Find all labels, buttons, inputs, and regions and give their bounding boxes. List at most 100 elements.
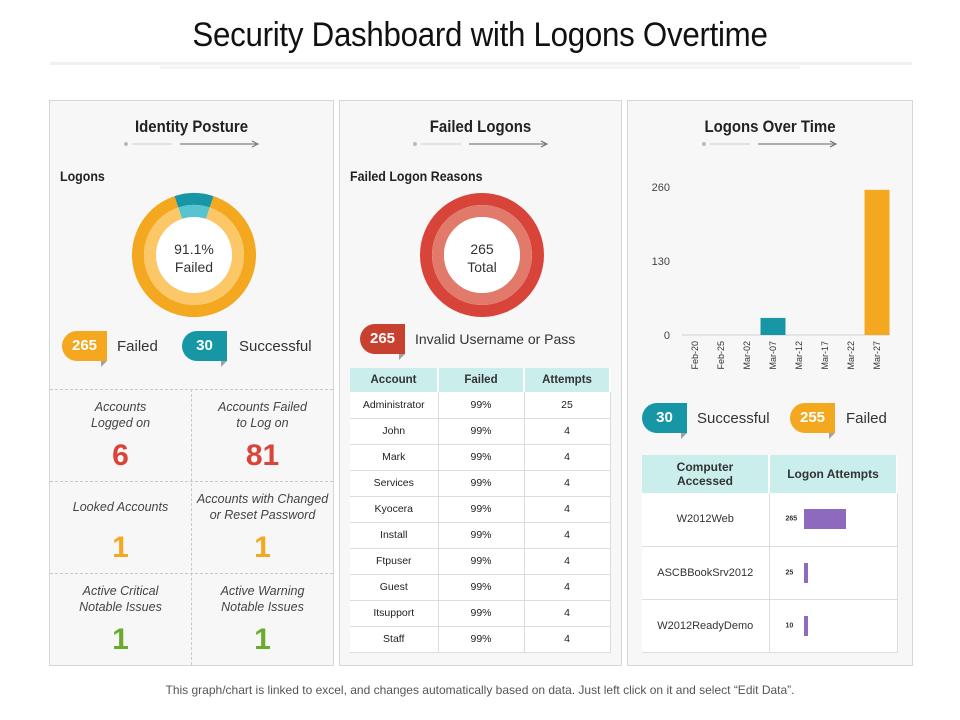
table-cell: 99% xyxy=(438,392,525,419)
invalid-username-badge: 265 xyxy=(360,324,405,360)
table-row: Administrator 99% 25 xyxy=(350,392,611,419)
footer-note: This graph/chart is linked to excel, and… xyxy=(165,683,795,697)
table-cell: 4 xyxy=(524,626,611,653)
table-cell: Install xyxy=(350,522,439,549)
x-tick-label: Feb-20 xyxy=(690,341,700,370)
attempts-bar-cell: 265 xyxy=(769,493,898,547)
logons-donut-chart xyxy=(132,193,256,317)
table-cell: 4 xyxy=(524,574,611,601)
x-tick-label: Mar-07 xyxy=(768,341,778,370)
kpi-value: 6 xyxy=(112,439,129,472)
table-cell: 4 xyxy=(524,496,611,523)
failed-reasons-label: Failed Logon Reasons xyxy=(350,169,483,184)
failed-legend-label: Failed xyxy=(117,338,158,355)
kpi-card: Active Warning Notable Issues 1 xyxy=(192,573,333,665)
logons-over-time-panel: Logons Over Time 0 130 260 Feb-20 Feb-25 Mar-… xyxy=(627,100,913,666)
table-row: Kyocera 99% 4 xyxy=(350,496,611,523)
table-cell: 4 xyxy=(524,548,611,575)
table-header-row: Computer Accessed Logon Attempts xyxy=(642,455,898,493)
column-header: Attempts xyxy=(524,368,611,392)
table-cell: 4 xyxy=(524,418,611,445)
table-cell: 99% xyxy=(438,522,525,549)
table-row: Ftpuser 99% 4 xyxy=(350,548,611,575)
donut-hole xyxy=(444,217,520,293)
table-cell: Guest xyxy=(350,574,439,601)
kpi-label: Active Warning Notable Issues xyxy=(220,584,305,614)
table-cell: Itsupport xyxy=(350,600,439,627)
title-divider-shadow xyxy=(160,66,800,69)
table-cell: John xyxy=(350,418,439,445)
page-title: Security Dashboard with Logons Overtime xyxy=(192,16,768,54)
column-header: Computer Accessed xyxy=(642,455,770,493)
failed-accounts-table: Account Failed Attempts Administrator 99%… xyxy=(350,368,611,653)
x-tick-label: Mar-27 xyxy=(872,341,882,370)
attempts-bar xyxy=(803,615,808,636)
computer-name: W2012ReadyDemo xyxy=(642,599,770,653)
successful-legend-label: Successful xyxy=(239,338,312,355)
kpi-card: Looked Accounts 1 xyxy=(50,481,191,573)
donut-sublabel: Failed xyxy=(174,259,214,275)
kpi-value: 1 xyxy=(254,623,271,656)
x-tick-label: Feb-25 xyxy=(716,341,726,370)
y-tick-label: 260 xyxy=(652,182,670,194)
column-header: Logon Attempts xyxy=(769,455,898,493)
table-cell: 4 xyxy=(524,444,611,471)
table-row: Mark 99% 4 xyxy=(350,444,611,471)
failed-logons-panel: Failed Logons Failed Logon Reasons 265 T… xyxy=(339,100,622,666)
x-tick-label: Mar-17 xyxy=(820,341,830,370)
table-cell: 99% xyxy=(438,626,525,653)
kpi-label: Accounts with Changed or Reset Password xyxy=(196,492,329,522)
y-tick-label: 0 xyxy=(664,330,670,342)
kpi-label: Accounts Logged on xyxy=(90,400,151,430)
table-cell: 4 xyxy=(524,470,611,497)
panel-title: Logons Over Time xyxy=(704,117,836,136)
title-arrow-icon xyxy=(123,140,259,148)
table-cell: Kyocera xyxy=(350,496,439,523)
bar-successful-mar-07 xyxy=(760,317,786,335)
table-cell: Mark xyxy=(350,444,439,471)
failed-count-badge: 265 xyxy=(62,331,107,367)
invalid-username-label: Invalid Username or Pass xyxy=(415,331,576,347)
title-arrow-icon xyxy=(702,140,838,148)
table-cell: 4 xyxy=(524,600,611,627)
logons-label: Logons xyxy=(60,169,105,184)
bar-data-label: 25 xyxy=(785,569,794,576)
computer-name: ASCBBookSrv2012 xyxy=(642,546,770,600)
table-cell: Staff xyxy=(350,626,439,653)
kpi-label: Looked Accounts xyxy=(72,500,169,514)
table-cell: Services xyxy=(350,470,439,497)
kpi-value: 1 xyxy=(112,531,129,564)
attempts-bar xyxy=(803,509,846,530)
kpi-label: Accounts Failed to Log on xyxy=(218,400,307,430)
table-row: Services 99% 4 xyxy=(350,470,611,497)
y-tick-label: 130 xyxy=(652,256,670,268)
table-row: W2012Web 265 xyxy=(642,493,898,547)
donut-center-text: 91.1% Failed xyxy=(154,240,234,276)
logons-over-time-chart: 0 130 260 Feb-20 Feb-25 Mar-02 Mar-07 Mar-12 Mar… xyxy=(652,182,890,370)
table-row: Staff 99% 4 xyxy=(350,626,611,653)
invalid-username-slice-inner xyxy=(432,205,532,305)
table-cell: 99% xyxy=(438,600,525,627)
divider xyxy=(191,389,192,665)
bar-data-label: 265 xyxy=(785,515,798,523)
kpi-grid: Accounts Logged on 6 Accounts Failed to Lo… xyxy=(50,389,333,665)
kpi-label: Active Critical Notable Issues xyxy=(79,584,162,614)
table-cell: Administrator xyxy=(350,392,439,419)
bar-data-label: 10 xyxy=(785,622,794,629)
failed-reasons-donut-chart xyxy=(420,193,544,317)
table-cell: 4 xyxy=(524,522,611,549)
invalid-username-slice xyxy=(420,193,544,317)
attempts-bar-cell: 25 xyxy=(769,546,898,600)
x-tick-label: Mar-02 xyxy=(742,341,752,370)
failed-count-badge: 255 xyxy=(790,403,835,439)
successful-slice-inner xyxy=(178,205,210,219)
computer-accessed-table: Computer Accessed Logon Attempts W2012We… xyxy=(642,455,898,653)
donut-total-value: 265 xyxy=(470,241,494,257)
table-row: Itsupport 99% 4 xyxy=(350,600,611,627)
x-tick-label: Mar-12 xyxy=(794,341,804,370)
panel-title: Failed Logons xyxy=(429,117,532,136)
table-cell: Ftpuser xyxy=(350,548,439,575)
table-cell: 99% xyxy=(438,574,525,601)
attempts-bar xyxy=(803,562,808,583)
panel-title: Identity Posture xyxy=(134,117,249,136)
